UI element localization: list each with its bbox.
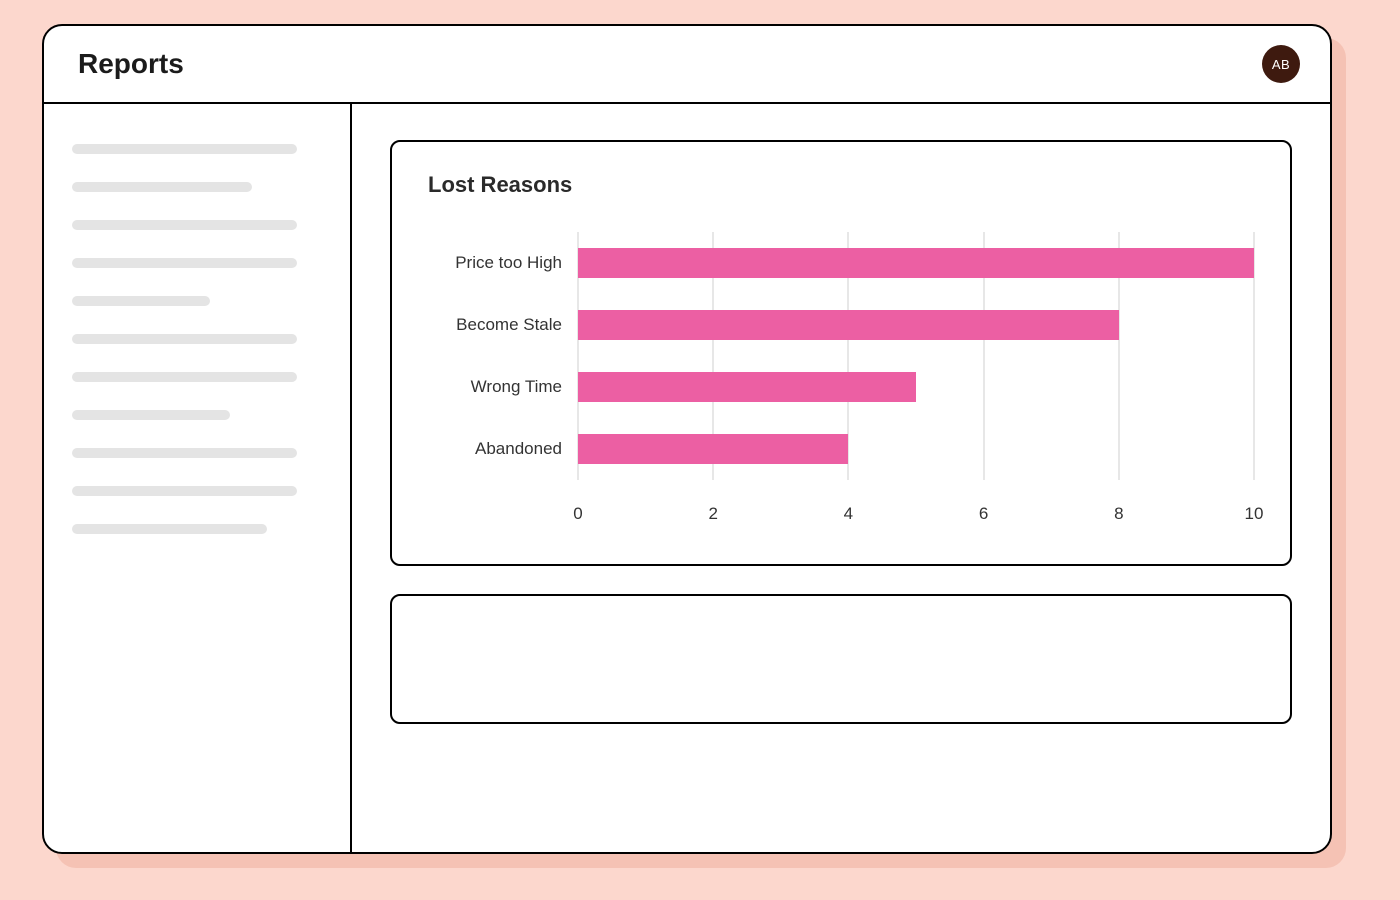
page-background: Reports AB Lost Reasons Price too HighBe… bbox=[0, 0, 1400, 900]
window-body: Lost Reasons Price too HighBecome StaleW… bbox=[44, 104, 1330, 852]
sidebar bbox=[44, 104, 352, 852]
chart-x-tick-label: 6 bbox=[979, 504, 988, 524]
sidebar-item-placeholder[interactable] bbox=[72, 410, 230, 420]
sidebar-item-placeholder[interactable] bbox=[72, 182, 252, 192]
chart-x-axis: 0246810 bbox=[578, 504, 1254, 524]
chart-bar bbox=[578, 434, 848, 464]
secondary-card bbox=[390, 594, 1292, 724]
chart-bar bbox=[578, 248, 1254, 278]
chart-bar bbox=[578, 310, 1119, 340]
user-avatar[interactable]: AB bbox=[1262, 45, 1300, 83]
sidebar-item-placeholder[interactable] bbox=[72, 220, 297, 230]
titlebar: Reports AB bbox=[44, 26, 1330, 104]
chart-plot: 0246810 bbox=[578, 232, 1254, 524]
chart-title: Lost Reasons bbox=[428, 172, 1254, 198]
lost-reasons-card: Lost Reasons Price too HighBecome StaleW… bbox=[390, 140, 1292, 566]
sidebar-item-placeholder[interactable] bbox=[72, 372, 297, 382]
chart-x-tick-label: 2 bbox=[708, 504, 717, 524]
chart-category-label: Price too High bbox=[428, 232, 562, 294]
chart-category-label: Abandoned bbox=[428, 418, 562, 480]
sidebar-item-placeholder[interactable] bbox=[72, 144, 297, 154]
sidebar-item-placeholder[interactable] bbox=[72, 258, 297, 268]
app-window: Reports AB Lost Reasons Price too HighBe… bbox=[42, 24, 1332, 854]
chart-x-tick-label: 10 bbox=[1245, 504, 1264, 524]
sidebar-item-placeholder[interactable] bbox=[72, 334, 297, 344]
main-content: Lost Reasons Price too HighBecome StaleW… bbox=[352, 104, 1330, 852]
chart-area: Price too HighBecome StaleWrong TimeAban… bbox=[428, 232, 1254, 524]
chart-category-label: Wrong Time bbox=[428, 356, 562, 418]
chart-y-labels: Price too HighBecome StaleWrong TimeAban… bbox=[428, 232, 578, 480]
chart-category-label: Become Stale bbox=[428, 294, 562, 356]
chart-x-tick-label: 4 bbox=[844, 504, 853, 524]
page-title: Reports bbox=[78, 48, 184, 80]
chart-bars bbox=[578, 232, 1254, 480]
sidebar-item-placeholder[interactable] bbox=[72, 524, 267, 534]
chart-x-tick-label: 0 bbox=[573, 504, 582, 524]
chart-bar bbox=[578, 372, 916, 402]
sidebar-item-placeholder[interactable] bbox=[72, 296, 210, 306]
sidebar-item-placeholder[interactable] bbox=[72, 486, 297, 496]
chart-x-tick-label: 8 bbox=[1114, 504, 1123, 524]
sidebar-item-placeholder[interactable] bbox=[72, 448, 297, 458]
